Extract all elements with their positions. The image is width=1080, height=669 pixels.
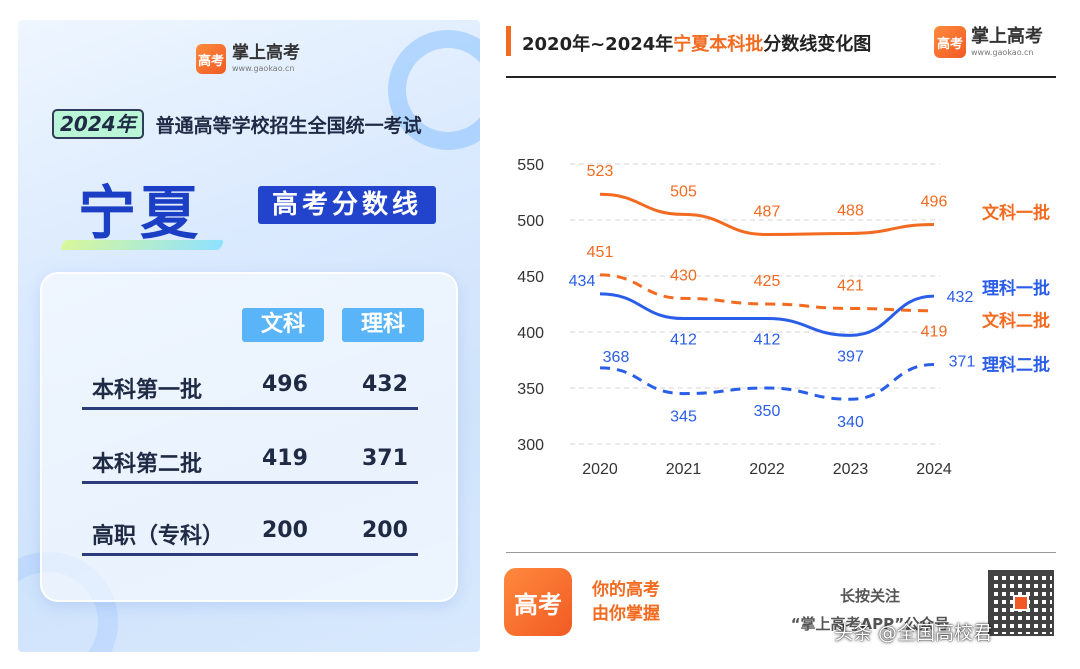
brand-name: 掌上高考 bbox=[232, 43, 300, 63]
row-label: 本科第一批 bbox=[92, 378, 203, 403]
slogan: 你的高考 由你掌握 bbox=[592, 578, 660, 626]
data-label: 432 bbox=[947, 289, 974, 306]
chart-panel: 2020年~2024年宁夏本科批分数线变化图 高考 掌上高考 www.gaoka… bbox=[500, 20, 1068, 660]
score-poster: 高考 掌上高考 www.gaokao.cn 2024年 普通高等学校招生全国统一… bbox=[18, 20, 480, 652]
qr-logo-icon bbox=[1013, 595, 1029, 611]
slogan-line: 你的高考 bbox=[592, 580, 660, 600]
x-tick-label: 2021 bbox=[666, 461, 702, 478]
gaokao-app-icon: 高考 bbox=[934, 26, 966, 58]
score-line-badge: 高考分数线 bbox=[258, 186, 437, 224]
table-row: 本科第二批 419 371 bbox=[82, 440, 418, 484]
series-legend-label: 理科一批 bbox=[982, 278, 1050, 299]
wenke-score: 200 bbox=[262, 518, 308, 543]
data-label: 419 bbox=[921, 324, 948, 341]
series-legend-label: 文科一批 bbox=[982, 202, 1050, 223]
data-label: 412 bbox=[754, 332, 781, 349]
chart-title-suffix: 分数线变化图 bbox=[763, 34, 872, 55]
brand-logo: 高考 掌上高考 www.gaokao.cn bbox=[934, 26, 1043, 58]
y-tick-label: 400 bbox=[517, 325, 544, 342]
series-line bbox=[599, 273, 935, 313]
data-label: 487 bbox=[754, 204, 781, 221]
wenke-score: 419 bbox=[262, 446, 308, 471]
brand-url: www.gaokao.cn bbox=[971, 47, 1034, 57]
slogan-line: 由你掌握 bbox=[592, 604, 660, 624]
title-divider bbox=[506, 76, 1056, 78]
table-row: 高职（专科） 200 200 bbox=[82, 512, 418, 556]
y-tick-label: 500 bbox=[517, 213, 544, 230]
data-label: 430 bbox=[670, 267, 697, 284]
data-label: 397 bbox=[837, 348, 864, 365]
data-label: 523 bbox=[587, 163, 614, 180]
y-tick-label: 450 bbox=[517, 269, 544, 286]
score-table: 文科 理科 本科第一批 496 432 本科第二批 419 371 高职（专科）… bbox=[40, 272, 458, 602]
data-label: 421 bbox=[837, 277, 864, 294]
exam-heading: 2024年 普通高等学校招生全国统一考试 bbox=[52, 108, 422, 140]
follow-prompt: 长按关注 “掌上高考APP”公众号 bbox=[782, 582, 958, 638]
data-label: 434 bbox=[569, 273, 596, 290]
gaokao-app-icon: 高考 bbox=[504, 568, 572, 636]
x-tick-label: 2023 bbox=[833, 461, 869, 478]
y-tick-label: 350 bbox=[517, 381, 544, 398]
y-tick-label: 550 bbox=[517, 157, 544, 174]
province-title: 宁夏 bbox=[78, 179, 203, 247]
series-line bbox=[599, 292, 935, 337]
data-label: 350 bbox=[754, 403, 781, 420]
x-tick-label: 2020 bbox=[582, 461, 618, 478]
like-score: 200 bbox=[362, 518, 408, 543]
data-label: 488 bbox=[837, 202, 864, 219]
province-underline bbox=[59, 240, 225, 250]
data-label: 345 bbox=[670, 409, 697, 426]
x-tick-label: 2024 bbox=[916, 461, 952, 478]
data-label: 371 bbox=[949, 353, 976, 370]
exam-title: 普通高等学校招生全国统一考试 bbox=[155, 114, 422, 137]
chart-title-highlight: 宁夏本科批 bbox=[673, 34, 764, 55]
x-tick-label: 2022 bbox=[749, 461, 785, 478]
footer-divider bbox=[506, 552, 1056, 553]
year-label: 2024年 bbox=[52, 109, 144, 139]
brand-url: www.gaokao.cn bbox=[232, 64, 295, 73]
data-label: 425 bbox=[754, 273, 781, 290]
line-chart: 300 350 400 450 500 550 2020 2021 2022 2023 2024 52… bbox=[517, 157, 1050, 478]
data-label: 505 bbox=[670, 183, 697, 200]
data-label: 451 bbox=[587, 244, 614, 261]
brand-logo: 高考 掌上高考 www.gaokao.cn bbox=[196, 44, 300, 74]
chart-title-prefix: 2020年~2024年 bbox=[522, 34, 674, 55]
series-line bbox=[599, 362, 935, 401]
data-label: 340 bbox=[837, 414, 864, 431]
table-row: 本科第一批 496 432 bbox=[82, 366, 418, 410]
follow-line: “掌上高考APP”公众号 bbox=[790, 615, 950, 633]
wenke-score: 496 bbox=[262, 372, 308, 397]
gaokao-app-icon: 高考 bbox=[196, 44, 226, 74]
like-score: 432 bbox=[362, 372, 408, 397]
data-label: 412 bbox=[670, 332, 697, 349]
column-header-like: 理科 bbox=[342, 308, 424, 342]
follow-line: 长按关注 bbox=[839, 587, 900, 605]
chart-title: 2020年~2024年宁夏本科批分数线变化图 bbox=[522, 30, 871, 56]
series-line bbox=[599, 192, 935, 237]
row-label: 本科第二批 bbox=[92, 452, 203, 477]
series-legend-label: 文科二批 bbox=[982, 311, 1050, 332]
data-label: 368 bbox=[603, 349, 630, 366]
series-legend-label: 理科二批 bbox=[982, 354, 1050, 375]
row-label: 高职（专科） bbox=[92, 524, 225, 549]
title-accent-bar bbox=[506, 26, 511, 56]
y-tick-label: 300 bbox=[517, 437, 544, 454]
data-label: 496 bbox=[921, 193, 948, 210]
like-score: 371 bbox=[362, 446, 408, 471]
source-watermark: 头条 @全国高校君 bbox=[834, 622, 993, 644]
brand-name: 掌上高考 bbox=[971, 25, 1043, 47]
column-header-wenke: 文科 bbox=[242, 308, 324, 342]
